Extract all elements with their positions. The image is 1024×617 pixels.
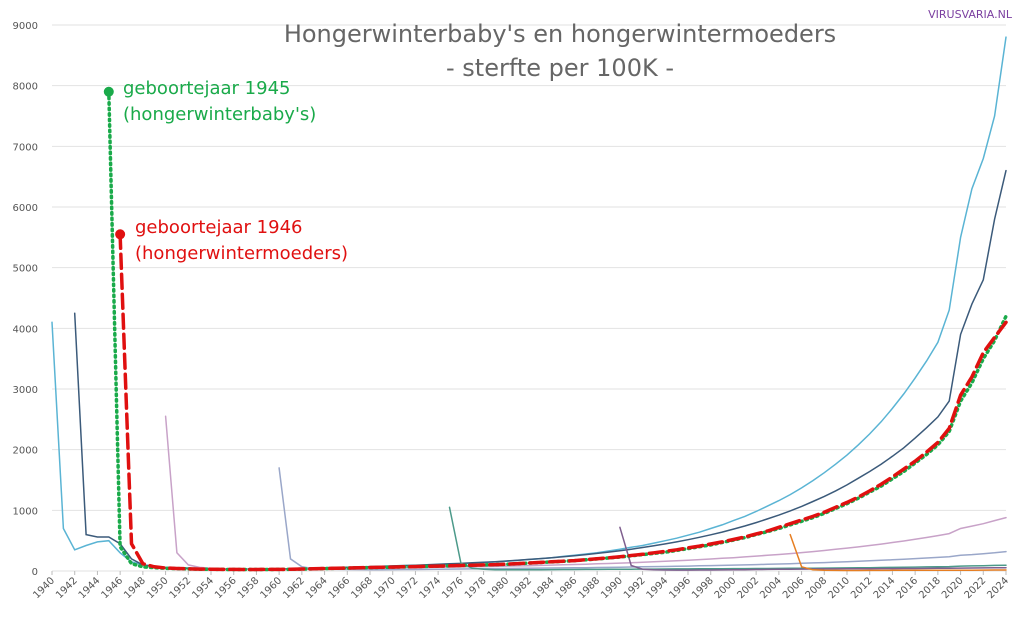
x-tick-label: 1958 <box>236 575 262 601</box>
x-tick-label: 2018 <box>917 575 943 601</box>
x-tick-label: 2004 <box>758 575 784 601</box>
y-tick-label: 1000 <box>13 506 38 517</box>
annotation: geboortejaar 1945 <box>123 78 290 99</box>
series-line <box>619 526 1007 571</box>
x-tick-label: 1944 <box>77 575 103 601</box>
x-tick-label: 1950 <box>145 575 171 601</box>
x-tick-label: 1946 <box>99 575 125 601</box>
series-start-dot <box>115 229 126 240</box>
x-tick-label: 1964 <box>304 575 330 601</box>
x-tick-label: 1942 <box>54 575 80 601</box>
x-tick-label: 1948 <box>122 575 148 601</box>
x-tick-label: 1966 <box>327 575 353 601</box>
x-tick-label: 2020 <box>940 575 966 601</box>
x-tick-label: 1988 <box>576 575 602 601</box>
x-tick-label: 2006 <box>781 575 807 601</box>
x-tick-label: 2010 <box>826 575 852 601</box>
x-tick-label: 1996 <box>667 575 693 601</box>
x-tick-label: 2000 <box>713 575 739 601</box>
annotation: (hongerwintermoeders) <box>135 243 348 264</box>
annotation: (hongerwinterbaby's) <box>123 104 316 125</box>
x-tick-label: 1976 <box>440 575 466 601</box>
x-tick-label: 1986 <box>554 575 580 601</box>
y-tick-label: 4000 <box>13 324 38 335</box>
x-tick-label: 2014 <box>872 575 898 601</box>
x-tick-label: 1940 <box>31 575 57 601</box>
x-tick-label: 1972 <box>395 575 421 601</box>
x-tick-label: 2008 <box>804 575 830 601</box>
x-tick-label: 1994 <box>645 575 671 601</box>
chart-subtitle: - sterfte per 100K - <box>446 54 674 82</box>
x-tick-label: 1982 <box>508 575 534 601</box>
x-tick-label: 1952 <box>168 575 194 601</box>
x-tick-label: 1990 <box>599 575 625 601</box>
x-tick-label: 2002 <box>735 575 761 601</box>
x-tick-label: 1974 <box>417 575 443 601</box>
x-tick-label: 1962 <box>281 575 307 601</box>
x-tick-label: 1954 <box>190 575 216 601</box>
annotation: geboortejaar 1946 <box>135 217 302 238</box>
series-start-dot <box>103 86 114 97</box>
y-tick-label: 5000 <box>13 264 38 275</box>
y-tick-label: 3000 <box>13 385 38 396</box>
series-line <box>789 533 1007 572</box>
x-tick-label: 1970 <box>372 575 398 601</box>
y-tick-label: 7000 <box>13 142 38 153</box>
x-tick-label: 1984 <box>531 575 557 601</box>
x-tick-label: 2024 <box>985 575 1011 601</box>
watermark: VIRUSVARIA.NL <box>928 8 1013 21</box>
x-tick-label: 2012 <box>849 575 875 601</box>
y-tick-label: 2000 <box>13 446 38 457</box>
series-line <box>118 232 1008 572</box>
x-tick-label: 1980 <box>486 575 512 601</box>
plot: 0 1000 2000 3000 4000 5000 6000 7000 8000 9000 194… <box>13 21 1012 601</box>
y-tick-label: 9000 <box>13 21 38 32</box>
x-tick-label: 1968 <box>349 575 375 601</box>
x-tick-label: 1998 <box>690 575 716 601</box>
series-line <box>278 467 1007 571</box>
x-tick-label: 1960 <box>258 575 284 601</box>
y-tick-label: 0 <box>32 567 38 578</box>
chart-title: Hongerwinterbaby's en hongerwintermoeder… <box>284 20 836 48</box>
x-tick-label: 2022 <box>963 575 989 601</box>
x-tick-label: 1956 <box>213 575 239 601</box>
x-tick-label: 1978 <box>463 575 489 601</box>
x-tick-label: 1992 <box>622 575 648 601</box>
series-line <box>448 506 1007 571</box>
series-line <box>164 415 1007 571</box>
series-line <box>107 89 1008 572</box>
x-tick-label: 2016 <box>894 575 920 601</box>
y-tick-label: 6000 <box>13 203 38 214</box>
y-tick-label: 8000 <box>13 82 38 93</box>
